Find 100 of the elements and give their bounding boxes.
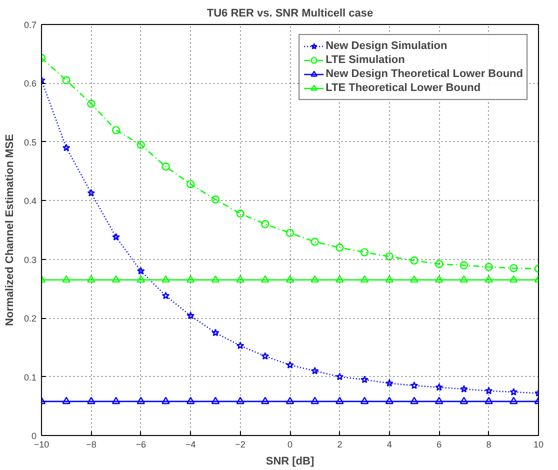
point	[484, 386, 493, 394]
point	[112, 275, 120, 283]
point	[286, 228, 294, 238]
point	[162, 396, 170, 404]
point	[62, 144, 70, 152]
point	[186, 180, 195, 188]
point	[186, 275, 195, 283]
x-tick-label: −6	[136, 440, 146, 450]
point	[62, 396, 70, 404]
point	[236, 396, 244, 404]
x-axis-title: SNR [dB]	[266, 456, 314, 468]
point	[87, 275, 96, 283]
point	[162, 162, 170, 171]
chart-title: TU6 RER vs. SNR Multicell case	[206, 8, 374, 20]
point	[211, 396, 220, 404]
point	[510, 388, 518, 396]
point	[435, 260, 444, 268]
point	[460, 396, 468, 404]
point	[510, 264, 518, 272]
point	[385, 252, 394, 261]
point	[211, 275, 220, 283]
point	[186, 396, 195, 404]
point	[360, 376, 368, 384]
x-tick-label: 10	[533, 440, 544, 450]
point	[336, 275, 344, 283]
point	[236, 342, 244, 350]
point	[112, 396, 120, 404]
legend-label: New Design Theoretical Lower Bound	[326, 67, 523, 81]
legend-label: LTE Simulation	[326, 53, 405, 67]
x-tick-label: 2	[337, 440, 342, 450]
x-tick-label: −8	[86, 440, 96, 450]
point	[236, 275, 244, 283]
point	[484, 262, 493, 272]
point	[310, 275, 319, 283]
y-tick-label: 0	[31, 431, 37, 441]
point	[310, 396, 319, 404]
point	[162, 275, 170, 283]
legend-label: LTE Theoretical Lower Bound	[326, 81, 481, 95]
point	[136, 267, 145, 275]
point	[212, 328, 220, 336]
legend-label: New Design Simulation	[326, 39, 448, 53]
point	[410, 381, 418, 390]
y-tick-label: 0.5	[24, 137, 37, 148]
point	[385, 396, 394, 404]
point	[310, 238, 319, 246]
point	[136, 275, 145, 283]
point	[186, 312, 195, 320]
point	[211, 195, 220, 204]
point	[484, 275, 493, 283]
point	[87, 100, 96, 108]
point	[360, 275, 369, 283]
point	[112, 232, 120, 240]
point	[385, 275, 394, 283]
point	[87, 396, 96, 404]
point	[410, 396, 418, 404]
point	[62, 76, 70, 84]
x-tick-label: 8	[486, 440, 492, 450]
x-tick-label: −4	[185, 440, 196, 450]
point	[310, 366, 319, 374]
y-tick-label: 0.2	[24, 314, 37, 324]
y-tick-label: 0.6	[24, 78, 37, 89]
point	[162, 292, 170, 300]
point	[510, 396, 518, 404]
y-axis-title: Normalized Channel Estimation MSE	[4, 134, 16, 326]
x-tick-label: 4	[386, 440, 392, 450]
point	[435, 383, 444, 391]
point	[385, 379, 394, 387]
y-tick-label: 0.3	[24, 254, 37, 265]
point	[460, 275, 468, 283]
point	[435, 275, 444, 283]
point	[484, 396, 493, 404]
point	[360, 248, 369, 256]
point	[62, 275, 70, 283]
point	[236, 209, 244, 218]
point	[410, 275, 418, 283]
point	[460, 261, 468, 270]
x-tick-label: −10	[34, 440, 50, 450]
x-tick-label: 0	[287, 440, 293, 450]
point	[261, 352, 270, 360]
point	[410, 256, 418, 265]
x-tick-label: −2	[235, 440, 246, 450]
point	[261, 396, 270, 404]
point	[360, 396, 369, 404]
point	[460, 385, 468, 393]
point	[261, 220, 270, 228]
x-tick-label: 6	[436, 440, 442, 450]
point	[286, 396, 294, 404]
point	[286, 275, 294, 283]
point	[112, 126, 120, 134]
point	[136, 396, 145, 404]
y-tick-label: 0.1	[24, 372, 37, 382]
point	[510, 275, 518, 283]
point	[136, 140, 145, 149]
point	[336, 372, 344, 380]
point	[87, 188, 96, 196]
y-tick-label: 0.4	[24, 196, 37, 206]
y-tick-label: 0.7	[24, 20, 37, 30]
point	[261, 275, 270, 283]
point	[336, 244, 344, 252]
point	[286, 360, 294, 368]
